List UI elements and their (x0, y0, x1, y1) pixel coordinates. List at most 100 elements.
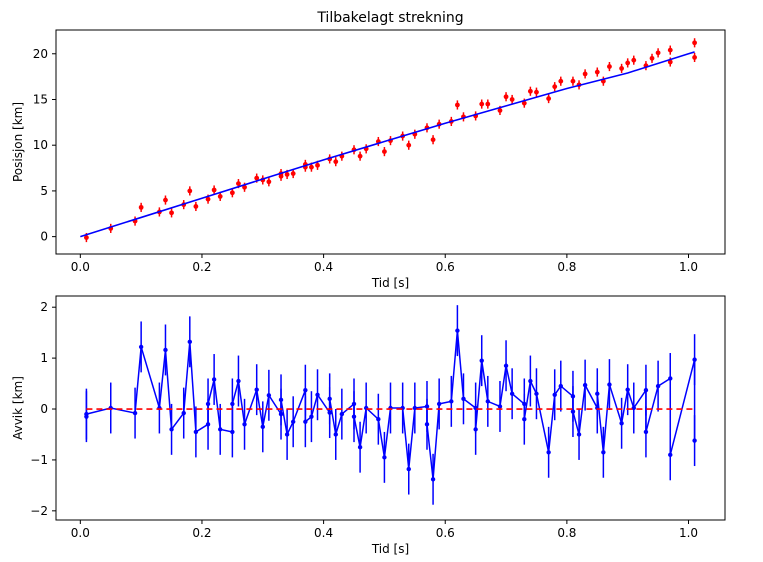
data-point (205, 196, 211, 202)
residual-point (558, 383, 563, 389)
residual-point (601, 450, 606, 455)
data-point (667, 59, 673, 65)
residual-point (643, 387, 649, 393)
residual-point (339, 411, 345, 417)
data-point (217, 194, 223, 199)
residual-point (552, 392, 557, 397)
data-point (169, 210, 174, 216)
data-point (570, 78, 576, 84)
y-tick-label: 15 (33, 92, 48, 106)
x-tick-label: 0.4 (314, 260, 333, 274)
residual-point (436, 401, 442, 407)
model-line (80, 51, 695, 238)
y-tick-label: 5 (40, 184, 48, 198)
residual-point (278, 397, 284, 403)
top-axis-ticks: 0.0 0.2 0.4 0.6 0.8 1.0 0 5 10 15 20 (33, 47, 698, 274)
residual-point (278, 411, 284, 417)
residual-point (205, 422, 211, 427)
residual-point (327, 396, 332, 402)
data-point (527, 88, 533, 94)
residual-point (382, 455, 387, 460)
residual-point (625, 387, 630, 392)
top-plot-area (80, 38, 697, 243)
data-point (692, 55, 697, 60)
residual-point (132, 410, 138, 416)
data-point (382, 149, 387, 155)
data-point (455, 102, 460, 108)
residual-point (503, 363, 509, 368)
data-point (625, 60, 631, 66)
residual-point (528, 378, 533, 384)
bottom-plot-area (84, 305, 697, 505)
residual-point (163, 347, 168, 353)
residual-point (522, 401, 527, 407)
x-tick-label: 0.2 (192, 260, 211, 274)
data-point (284, 172, 290, 177)
data-point (655, 50, 661, 56)
residual-point (449, 399, 454, 404)
data-point (187, 188, 193, 194)
residual-point (424, 404, 430, 409)
data-point (254, 175, 260, 181)
bottom-axis-ticks: 0.0 0.2 0.4 0.6 0.8 1.0 −2 −1 0 1 2 (30, 300, 698, 540)
residual-point (303, 387, 308, 393)
y-tick-label: 0 (40, 402, 48, 416)
residual-point (430, 477, 436, 482)
data-point (594, 69, 600, 75)
data-point (534, 89, 539, 95)
data-point (229, 190, 235, 196)
data-point (430, 137, 436, 143)
data-point (649, 55, 655, 61)
residual-point (522, 417, 527, 422)
data-point (509, 97, 515, 102)
residual-point (254, 387, 259, 392)
data-point (290, 171, 296, 176)
data-point (479, 101, 485, 107)
data-point (266, 179, 272, 185)
top-x-axis-label: Tid [s] (371, 276, 409, 290)
residual-point (327, 410, 332, 415)
residual-point (357, 445, 363, 450)
residual-point (376, 417, 381, 422)
residual-point (619, 421, 624, 426)
residual-point (290, 419, 296, 424)
residual-point (455, 328, 460, 333)
residual-point (607, 382, 612, 387)
residual-point (473, 427, 478, 432)
data-point (84, 235, 89, 240)
data-point (138, 204, 144, 210)
data-point (406, 142, 412, 148)
y-tick-label: −2 (30, 504, 48, 518)
residual-point (668, 452, 673, 458)
residual-point (260, 424, 265, 430)
residual-point (479, 358, 484, 363)
residual-point (242, 422, 247, 427)
residual-point (412, 405, 418, 411)
x-tick-label: 0.0 (71, 260, 90, 274)
data-point (631, 57, 637, 63)
residual-point (84, 411, 89, 417)
x-tick-label: 0.6 (436, 260, 455, 274)
data-point (546, 96, 552, 101)
residual-point (138, 344, 144, 350)
y-tick-label: 20 (33, 47, 48, 61)
residual-point (236, 378, 241, 384)
x-tick-label: 0.8 (557, 260, 576, 274)
data-point (315, 162, 320, 168)
residual-point (169, 427, 174, 432)
data-point (607, 64, 612, 69)
residual-point (546, 450, 551, 455)
data-point (552, 84, 558, 90)
residual-point (351, 414, 357, 419)
residual-point (351, 401, 357, 407)
top-axes: Tilbakelagt strekning 0.0 0.2 0.4 0.6 0.8 1.0… (11, 10, 726, 290)
y-tick-label: 2 (40, 300, 48, 314)
residual-point (485, 399, 491, 404)
x-tick-label: 1.0 (679, 260, 698, 274)
top-chart-title: Tilbakelagt strekning (316, 10, 463, 26)
x-tick-label: 0.8 (557, 526, 576, 540)
data-point (521, 100, 527, 106)
data-point (497, 108, 503, 113)
residual-point (497, 404, 503, 409)
data-point (278, 173, 284, 179)
